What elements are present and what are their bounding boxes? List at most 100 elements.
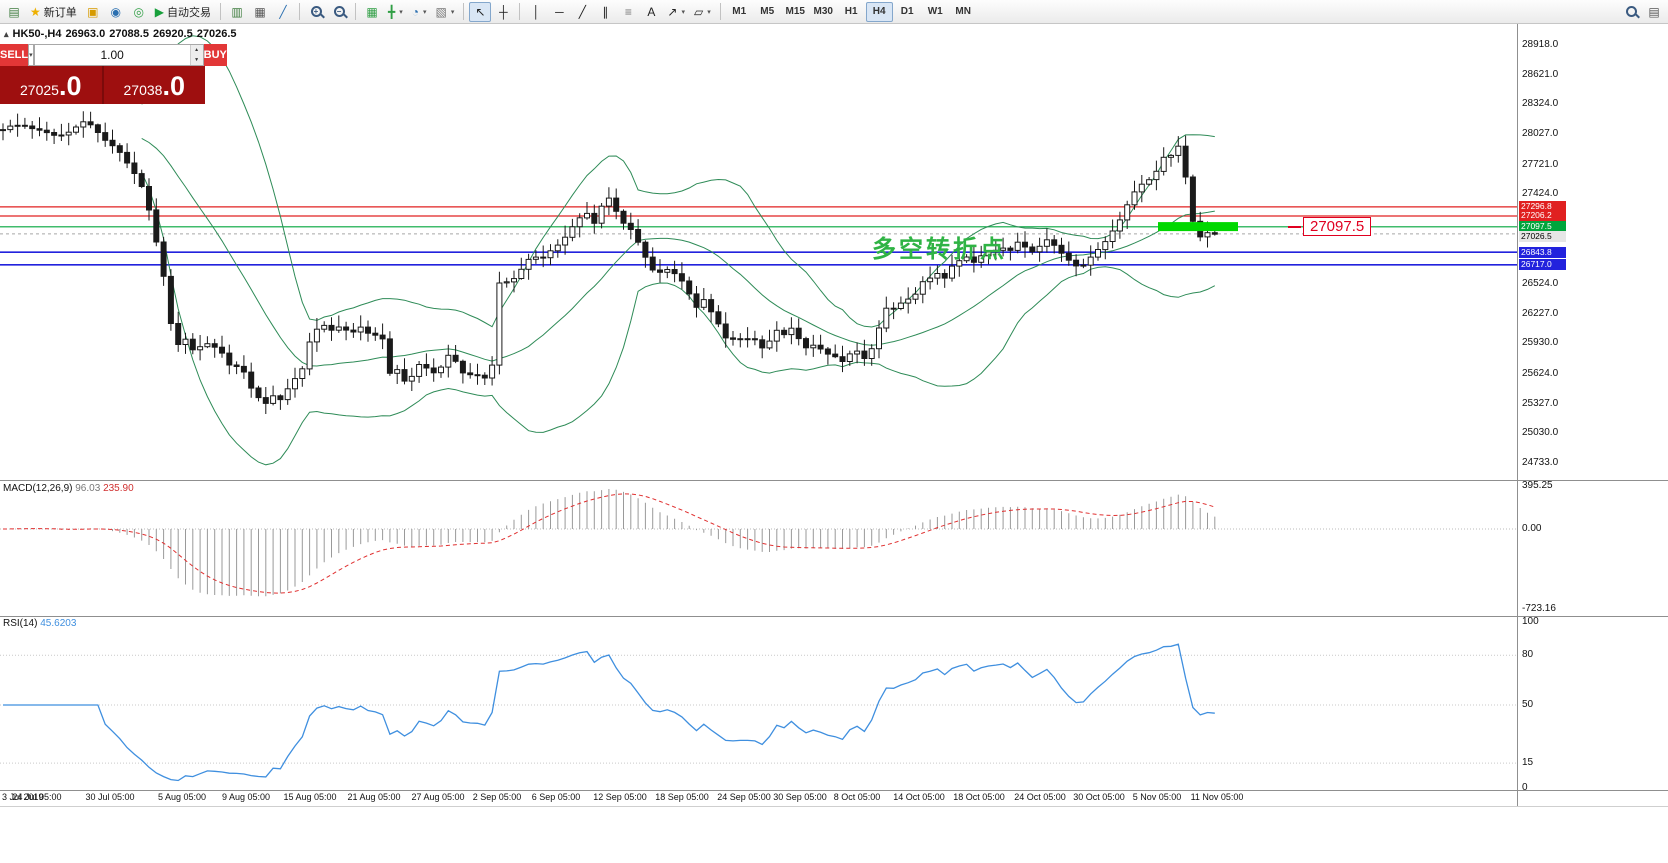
timeframe-H4-label: H4 [872, 6, 886, 17]
pivot-price-label[interactable]: 27097.5 [1303, 217, 1372, 236]
chevron-down-icon: ▾ [29, 52, 33, 59]
price-macd-separator[interactable] [0, 480, 1668, 481]
horizontal-line-icon[interactable]: ─ [548, 2, 570, 22]
zoom-out-icon[interactable]: − [328, 2, 350, 22]
timeframe-W1[interactable]: W1 [922, 2, 949, 22]
tile-windows-icon[interactable]: ▦ [361, 2, 383, 22]
x-axis-label: 24 Oct 05:00 [1014, 792, 1066, 802]
bar-chart-icon[interactable]: ▥ [226, 2, 248, 22]
market-watch-icon-glyph: ▣ [87, 4, 99, 19]
toolbar-separator [463, 3, 465, 20]
level-lines[interactable] [0, 206, 1518, 266]
macd-histogram [9, 489, 1216, 597]
line-chart-icon[interactable]: ╱ [272, 2, 294, 22]
shapes-icon[interactable]: ▱ ▾ [690, 2, 715, 22]
chevron-down-icon: ▾ [681, 8, 685, 16]
navigator-icon[interactable]: ◉ [105, 2, 127, 22]
chart-sheet-icon[interactable]: ▤ [3, 2, 25, 22]
rsi-axis-label: 80 [1522, 649, 1534, 661]
chart-marker-icon: ▴ [4, 29, 9, 39]
new-order-button[interactable]: ★ 新订单 [26, 2, 81, 22]
data-window-icon[interactable]: ◎ [128, 2, 150, 22]
new-order-button-glyph: ★ [30, 4, 41, 19]
chevron-down-icon: ▾ [707, 8, 711, 16]
volume-increase-button[interactable]: ▲ [190, 45, 203, 55]
search-symbols-icon[interactable] [1620, 2, 1642, 22]
rsi-axis-label: 100 [1522, 616, 1539, 627]
fibonacci-icon[interactable]: ≡ [617, 2, 639, 22]
timeframe-M5[interactable]: M5 [754, 2, 781, 22]
volume-input[interactable] [34, 45, 190, 65]
buy-price[interactable]: 27038.0 [104, 66, 206, 104]
templates-icon[interactable]: ▧ ▾ [432, 2, 459, 22]
periods-icon[interactable]: ◔ ▾ [408, 2, 431, 22]
sell-price-int: 27025 [20, 82, 59, 98]
chart-area[interactable]: ▴ HK50-,H4 26963.0 27088.5 26920.5 27026.5 SE… [0, 24, 1668, 806]
macd-indicator-label: MACD(12,26,9) 96.03 235.90 [3, 483, 134, 494]
vertical-line-icon-glyph: │ [532, 4, 541, 19]
low-value: 26920.5 [152, 28, 193, 40]
indicators-icon[interactable]: ╋ ▾ [384, 2, 407, 22]
x-axis-label: 30 Oct 05:00 [1073, 792, 1125, 802]
y-axis-label: 25624.0 [1522, 368, 1559, 379]
timeframe-MN[interactable]: MN [950, 2, 977, 22]
chart-background [0, 24, 1518, 806]
x-axis-label: 2 Sep 05:00 [472, 792, 522, 802]
channel-icon[interactable]: ∥ [594, 2, 616, 22]
macd-axis-label: 0.00 [1522, 523, 1542, 534]
x-axis-label: 9 Aug 05:00 [221, 792, 271, 802]
zoom-in-icon[interactable]: + [305, 2, 327, 22]
timeframe-M15[interactable]: M15 [782, 2, 809, 22]
x-axis-label: 27 Aug 05:00 [411, 792, 465, 802]
x-axis-label: 18 Sep 05:00 [655, 792, 709, 802]
autotrade-button[interactable]: ▶ 自动交易 [151, 2, 215, 22]
sell-price[interactable]: 27025.0 [0, 66, 102, 104]
x-axis-label: 5 Aug 05:00 [157, 792, 207, 802]
indicators-icon-glyph: ╋ [388, 4, 396, 19]
x-axis-label: 30 Sep 05:00 [773, 792, 827, 802]
sell-price-dec: .0 [58, 71, 82, 101]
pivot-annotation-text[interactable]: 多空转折点 [872, 236, 1007, 263]
arrows-icon[interactable]: ↗ ▾ [663, 2, 689, 22]
autotrade-button-label: 自动交易 [167, 6, 211, 19]
rsi-panel [0, 643, 1518, 782]
zoom-in-icon-glyph: + [310, 6, 322, 17]
timeframe-H1[interactable]: H1 [838, 2, 865, 22]
order-type-dropdown[interactable]: ▾ [28, 44, 34, 66]
sell-button[interactable]: SELL [0, 44, 29, 66]
support-highlight-zone[interactable] [1158, 222, 1238, 232]
candlestick-chart-icon[interactable]: ▦ [249, 2, 271, 22]
window-list-icon[interactable]: ▤ [1643, 2, 1665, 22]
chevron-down-icon: ▾ [450, 8, 455, 16]
timeframe-M15-label: M15 [785, 6, 805, 17]
buy-button[interactable]: BUY [203, 44, 227, 66]
timeframe-H1-label: H1 [844, 6, 858, 17]
text-icon[interactable]: A [640, 2, 662, 22]
cursor-icon[interactable]: ↖ [469, 1, 492, 22]
crosshair-icon-glyph: ┼ [499, 4, 508, 19]
crosshair-icon[interactable]: ┼ [492, 2, 514, 22]
trendline-icon-glyph: ╱ [578, 4, 586, 19]
market-watch-icon[interactable]: ▣ [82, 2, 104, 22]
price-chart[interactable] [0, 24, 1518, 806]
y-axis-label: 25030.0 [1522, 427, 1559, 439]
timeframe-M1[interactable]: M1 [726, 2, 753, 22]
time-axis-separator[interactable] [0, 790, 1668, 791]
bull-candles [0, 121, 1211, 404]
macd-name: MACD(12,26,9) [3, 483, 73, 494]
volume-decrease-button[interactable]: ▼ [190, 55, 203, 65]
candlestick-chart-icon-glyph: ▦ [254, 4, 266, 19]
timeframe-H4[interactable]: H4 [865, 1, 893, 22]
timeframe-MN-label: MN [955, 6, 971, 17]
trendline-icon[interactable]: ╱ [571, 2, 593, 22]
vertical-line-icon[interactable]: │ [525, 2, 547, 22]
macd-rsi-separator[interactable] [0, 616, 1668, 617]
y-axis-label: 26227.0 [1522, 307, 1559, 319]
y-axis-label: 27424.0 [1522, 188, 1559, 200]
timeframe-M5-label: M5 [760, 6, 775, 17]
timeframe-D1[interactable]: D1 [894, 2, 921, 22]
timeframe-M30[interactable]: M30 [810, 2, 837, 22]
candles [0, 111, 1218, 414]
top-toolbar: ▤ ★ 新订单 ▣ ◉ ◎ ▶ 自动交易 ▥ ▦ ╱ + − ▦ ╋ ▾ ◔ ▾ ▧ ▾ ↖ ┼ │ ─ ╱ ∥ ≡ A ↗ ▾ ▱ ▾ M1 M… [0, 0, 1668, 24]
